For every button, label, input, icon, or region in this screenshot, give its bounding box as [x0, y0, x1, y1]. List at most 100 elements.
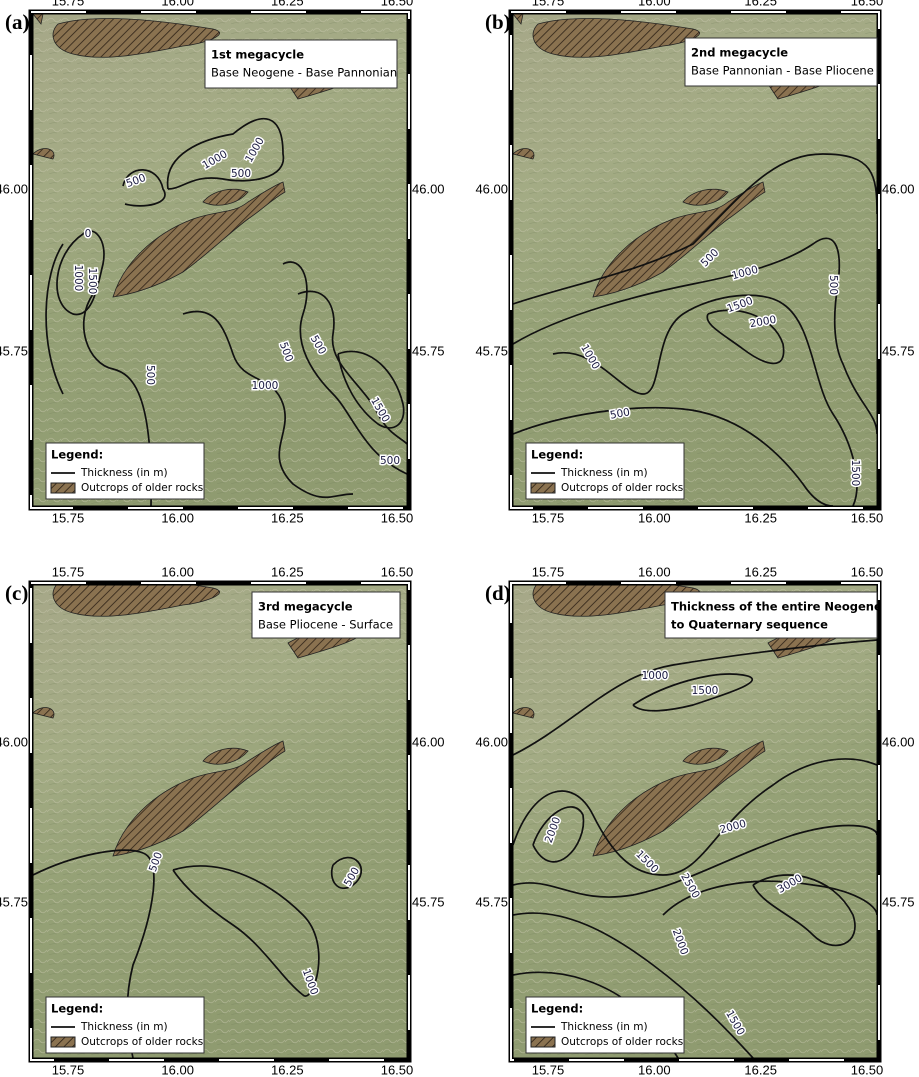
y-tick-label: 46.00	[0, 734, 28, 749]
y-tick-label: 46.00	[412, 181, 445, 196]
legend-title: Legend:	[51, 1002, 103, 1016]
outcrop	[513, 14, 524, 25]
relief	[513, 585, 877, 1058]
x-tick-label: 16.50	[851, 510, 884, 525]
x-tick-label: 16.50	[381, 510, 414, 525]
x-tick-label: 16.00	[638, 0, 671, 8]
x-tick-label: 16.50	[851, 564, 884, 579]
x-tick-label: 15.75	[532, 510, 565, 525]
panel-label: (d)	[485, 581, 511, 605]
title-box	[664, 591, 878, 639]
x-tick-label: 16.25	[271, 1062, 304, 1077]
x-tick-label: 15.75	[532, 0, 565, 8]
legend-item: Outcrops of older rocks	[561, 1036, 683, 1048]
legend-item: Thickness (in m)	[80, 1021, 168, 1033]
y-tick-label: 46.00	[475, 734, 508, 749]
y-tick-label: 45.75	[412, 894, 445, 909]
contour-line	[513, 912, 754, 1058]
outcrop	[112, 740, 286, 857]
outcrop	[682, 747, 729, 765]
map-frame	[28, 9, 412, 511]
contour-line	[513, 406, 834, 506]
y-tick-label: 45.75	[412, 343, 445, 358]
contour-label: 500	[609, 406, 631, 421]
contour-label: 0	[85, 228, 92, 240]
contour-line	[282, 261, 407, 475]
legend-item: Thickness (in m)	[80, 467, 168, 479]
outcrop	[532, 18, 700, 58]
panel-subtitle: Base Pannonian - Base Pliocene	[691, 64, 874, 78]
legend-item: Thickness (in m)	[560, 1021, 648, 1033]
y-tick-label: 46.00	[475, 181, 508, 196]
relief	[33, 14, 407, 506]
contour-label: 1500	[849, 460, 861, 487]
panel-subtitle: Base Pliocene - Surface	[258, 618, 393, 632]
contour-line	[182, 310, 354, 499]
legend-item: Outcrops of older rocks	[81, 1036, 203, 1048]
contour-line	[706, 309, 785, 365]
outcrop	[52, 18, 220, 58]
y-tick-label: 45.75	[882, 343, 915, 358]
x-tick-label: 16.00	[161, 564, 194, 579]
outcrop	[513, 148, 535, 160]
outcrop	[202, 188, 249, 206]
contour-line	[172, 865, 320, 997]
map-frame-scale	[510, 11, 880, 509]
x-tick-label: 16.25	[744, 510, 777, 525]
contour-line	[297, 290, 407, 445]
relief	[33, 585, 407, 1058]
contour-line	[166, 117, 285, 190]
panel-title: 2nd megacycle	[691, 46, 788, 60]
contour-label: 1500	[692, 685, 719, 697]
contour-line	[513, 237, 877, 435]
legend-hatch	[50, 1036, 76, 1048]
y-tick-label: 46.00	[882, 734, 915, 749]
x-tick-label: 16.50	[381, 1062, 414, 1077]
x-tick-label: 16.25	[271, 564, 304, 579]
y-tick-label: 45.75	[475, 343, 508, 358]
x-tick-label: 16.50	[381, 564, 414, 579]
outcrop	[52, 585, 220, 617]
relief	[513, 14, 877, 506]
x-tick-label: 15.75	[52, 510, 85, 525]
x-tick-label: 16.50	[381, 0, 414, 8]
contour-line	[56, 230, 105, 316]
outcrop	[33, 148, 55, 160]
panel-title: Thickness of the entire Neogene	[671, 600, 882, 614]
x-tick-label: 16.00	[161, 0, 194, 8]
legend-item: Thickness (in m)	[560, 467, 648, 479]
x-tick-label: 16.25	[744, 1062, 777, 1077]
contour-label: 1500	[86, 268, 98, 295]
contour-line	[513, 639, 877, 756]
x-tick-label: 16.00	[638, 564, 671, 579]
x-tick-label: 16.25	[271, 0, 304, 8]
contour-line	[122, 169, 166, 207]
contour-label: 500	[144, 365, 156, 385]
legend-hatch	[50, 482, 76, 494]
legend-item: Outcrops of older rocks	[81, 482, 203, 494]
panel-title: 1st megacycle	[211, 48, 304, 62]
contour-line	[330, 856, 363, 890]
outcrop	[112, 181, 286, 298]
outcrop	[33, 707, 55, 719]
contour-label: 1000	[642, 670, 669, 682]
x-tick-label: 15.75	[52, 0, 85, 8]
legend-title: Legend:	[531, 1002, 583, 1016]
contour-label: 500	[231, 168, 251, 180]
outcrop	[513, 707, 535, 719]
legend-title: Legend:	[51, 448, 103, 462]
contour-label: 1000	[252, 380, 279, 392]
x-tick-label: 16.25	[744, 564, 777, 579]
contour-line	[513, 758, 877, 876]
legend-hatch	[530, 1036, 556, 1048]
panel-label: (c)	[5, 581, 28, 605]
contour-label: 1000	[72, 265, 84, 292]
title-box	[684, 37, 878, 87]
y-tick-label: 46.00	[412, 734, 445, 749]
contour-line	[45, 243, 64, 395]
x-tick-label: 15.75	[52, 564, 85, 579]
